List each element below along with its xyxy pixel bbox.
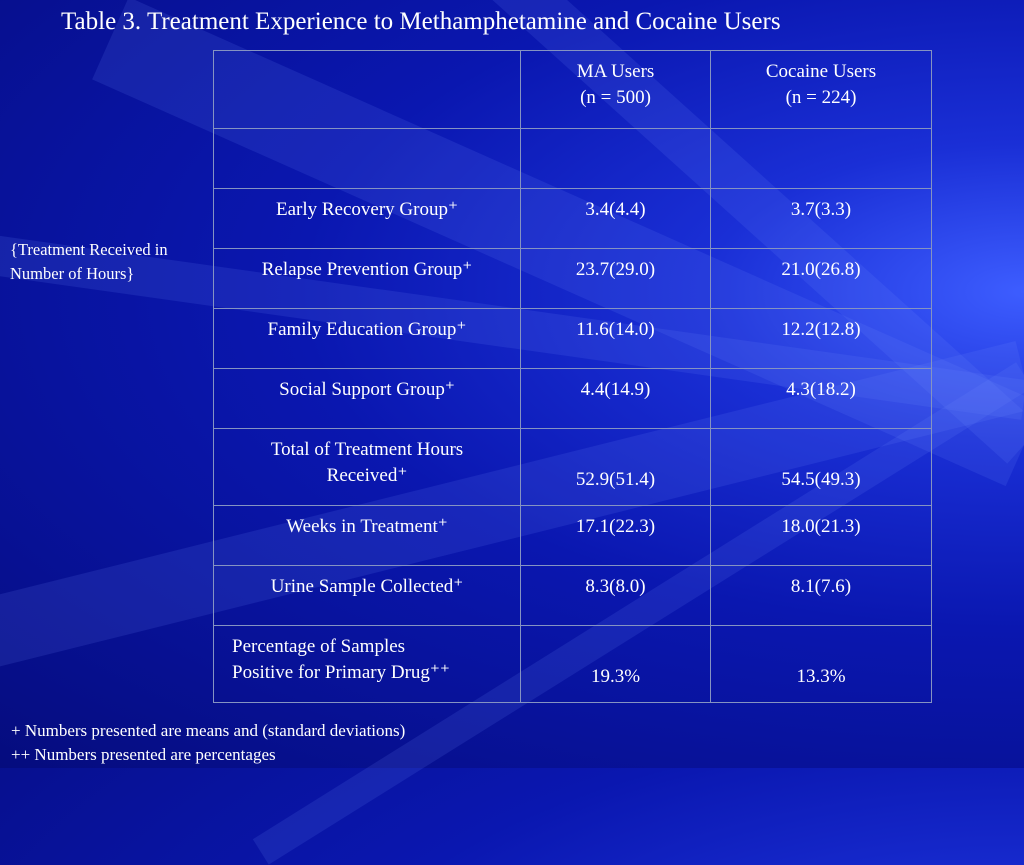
- side-note: {Treatment Received in Number of Hours}: [10, 240, 168, 283]
- column-header-n: (n = 224): [785, 87, 857, 108]
- column-header-name: Cocaine Users: [765, 61, 877, 82]
- table-header-empty-cell: [213, 50, 521, 129]
- slide-title: Table 3. Treatment Experience to Methamp…: [61, 8, 781, 35]
- table-spacer-row: [213, 128, 932, 189]
- cocaine-value: 4.3(18.2): [710, 368, 932, 429]
- ma-value: 17.1(22.3): [520, 505, 711, 566]
- footnote: + Numbers presented are means and (stand…: [11, 721, 406, 740]
- table-row: Relapse Prevention Group⁺ 23.7(29.0) 21.…: [213, 248, 932, 309]
- row-label: Social Support Group⁺: [213, 368, 521, 429]
- row-label: Family Education Group⁺: [213, 308, 521, 369]
- ma-value: 52.9(51.4): [520, 428, 711, 506]
- ma-value: 19.3%: [520, 625, 711, 703]
- footnotes: + Numbers presented are means and (stand…: [11, 719, 405, 767]
- treatment-table: MA Users (n = 500) Cocaine Users (n = 22…: [213, 50, 932, 703]
- ma-value: 4.4(14.9): [520, 368, 711, 429]
- table-header-row: MA Users (n = 500) Cocaine Users (n = 22…: [213, 50, 932, 129]
- table-row: Family Education Group⁺ 11.6(14.0) 12.2(…: [213, 308, 932, 369]
- table-header-cell: MA Users (n = 500): [520, 50, 711, 129]
- table-row: Urine Sample Collected⁺ 8.3(8.0) 8.1(7.6…: [213, 565, 932, 626]
- table-cell: [213, 128, 521, 189]
- table-cell: [520, 128, 711, 189]
- cocaine-value: 12.2(12.8): [710, 308, 932, 369]
- cocaine-value: 21.0(26.8): [710, 248, 932, 309]
- ma-value: 8.3(8.0): [520, 565, 711, 626]
- row-label: Total of Treatment Hours Received⁺: [213, 428, 521, 506]
- ma-value: 11.6(14.0): [520, 308, 711, 369]
- row-label-line: Positive for Primary Drug⁺⁺: [232, 662, 450, 683]
- row-label: Urine Sample Collected⁺: [213, 565, 521, 626]
- ma-value: 3.4(4.4): [520, 188, 711, 249]
- footnote: ++ Numbers presented are percentages: [11, 745, 276, 764]
- cocaine-value: 18.0(21.3): [710, 505, 932, 566]
- cocaine-value: 54.5(49.3): [710, 428, 932, 506]
- cocaine-value: 8.1(7.6): [710, 565, 932, 626]
- column-header-name: MA Users: [576, 61, 655, 82]
- table-row: Weeks in Treatment⁺ 17.1(22.3) 18.0(21.3…: [213, 505, 932, 566]
- row-label: Percentage of Samples Positive for Prima…: [213, 625, 521, 703]
- row-label-line: Total of Treatment Hours: [270, 439, 464, 460]
- ma-value: 23.7(29.0): [520, 248, 711, 309]
- row-label-line: Received⁺: [326, 465, 408, 486]
- table-cell: [710, 128, 932, 189]
- row-label: Early Recovery Group⁺: [213, 188, 521, 249]
- row-label: Relapse Prevention Group⁺: [213, 248, 521, 309]
- cocaine-value: 3.7(3.3): [710, 188, 932, 249]
- row-label: Weeks in Treatment⁺: [213, 505, 521, 566]
- table-row: Social Support Group⁺ 4.4(14.9) 4.3(18.2…: [213, 368, 932, 429]
- table-header-cell: Cocaine Users (n = 224): [710, 50, 932, 129]
- cocaine-value: 13.3%: [710, 625, 932, 703]
- row-label-line: Percentage of Samples: [232, 636, 406, 657]
- table-row: Percentage of Samples Positive for Prima…: [213, 625, 932, 703]
- table-row: Total of Treatment Hours Received⁺ 52.9(…: [213, 428, 932, 506]
- column-header-n: (n = 500): [580, 87, 651, 108]
- table-row: Early Recovery Group⁺ 3.4(4.4) 3.7(3.3): [213, 188, 932, 249]
